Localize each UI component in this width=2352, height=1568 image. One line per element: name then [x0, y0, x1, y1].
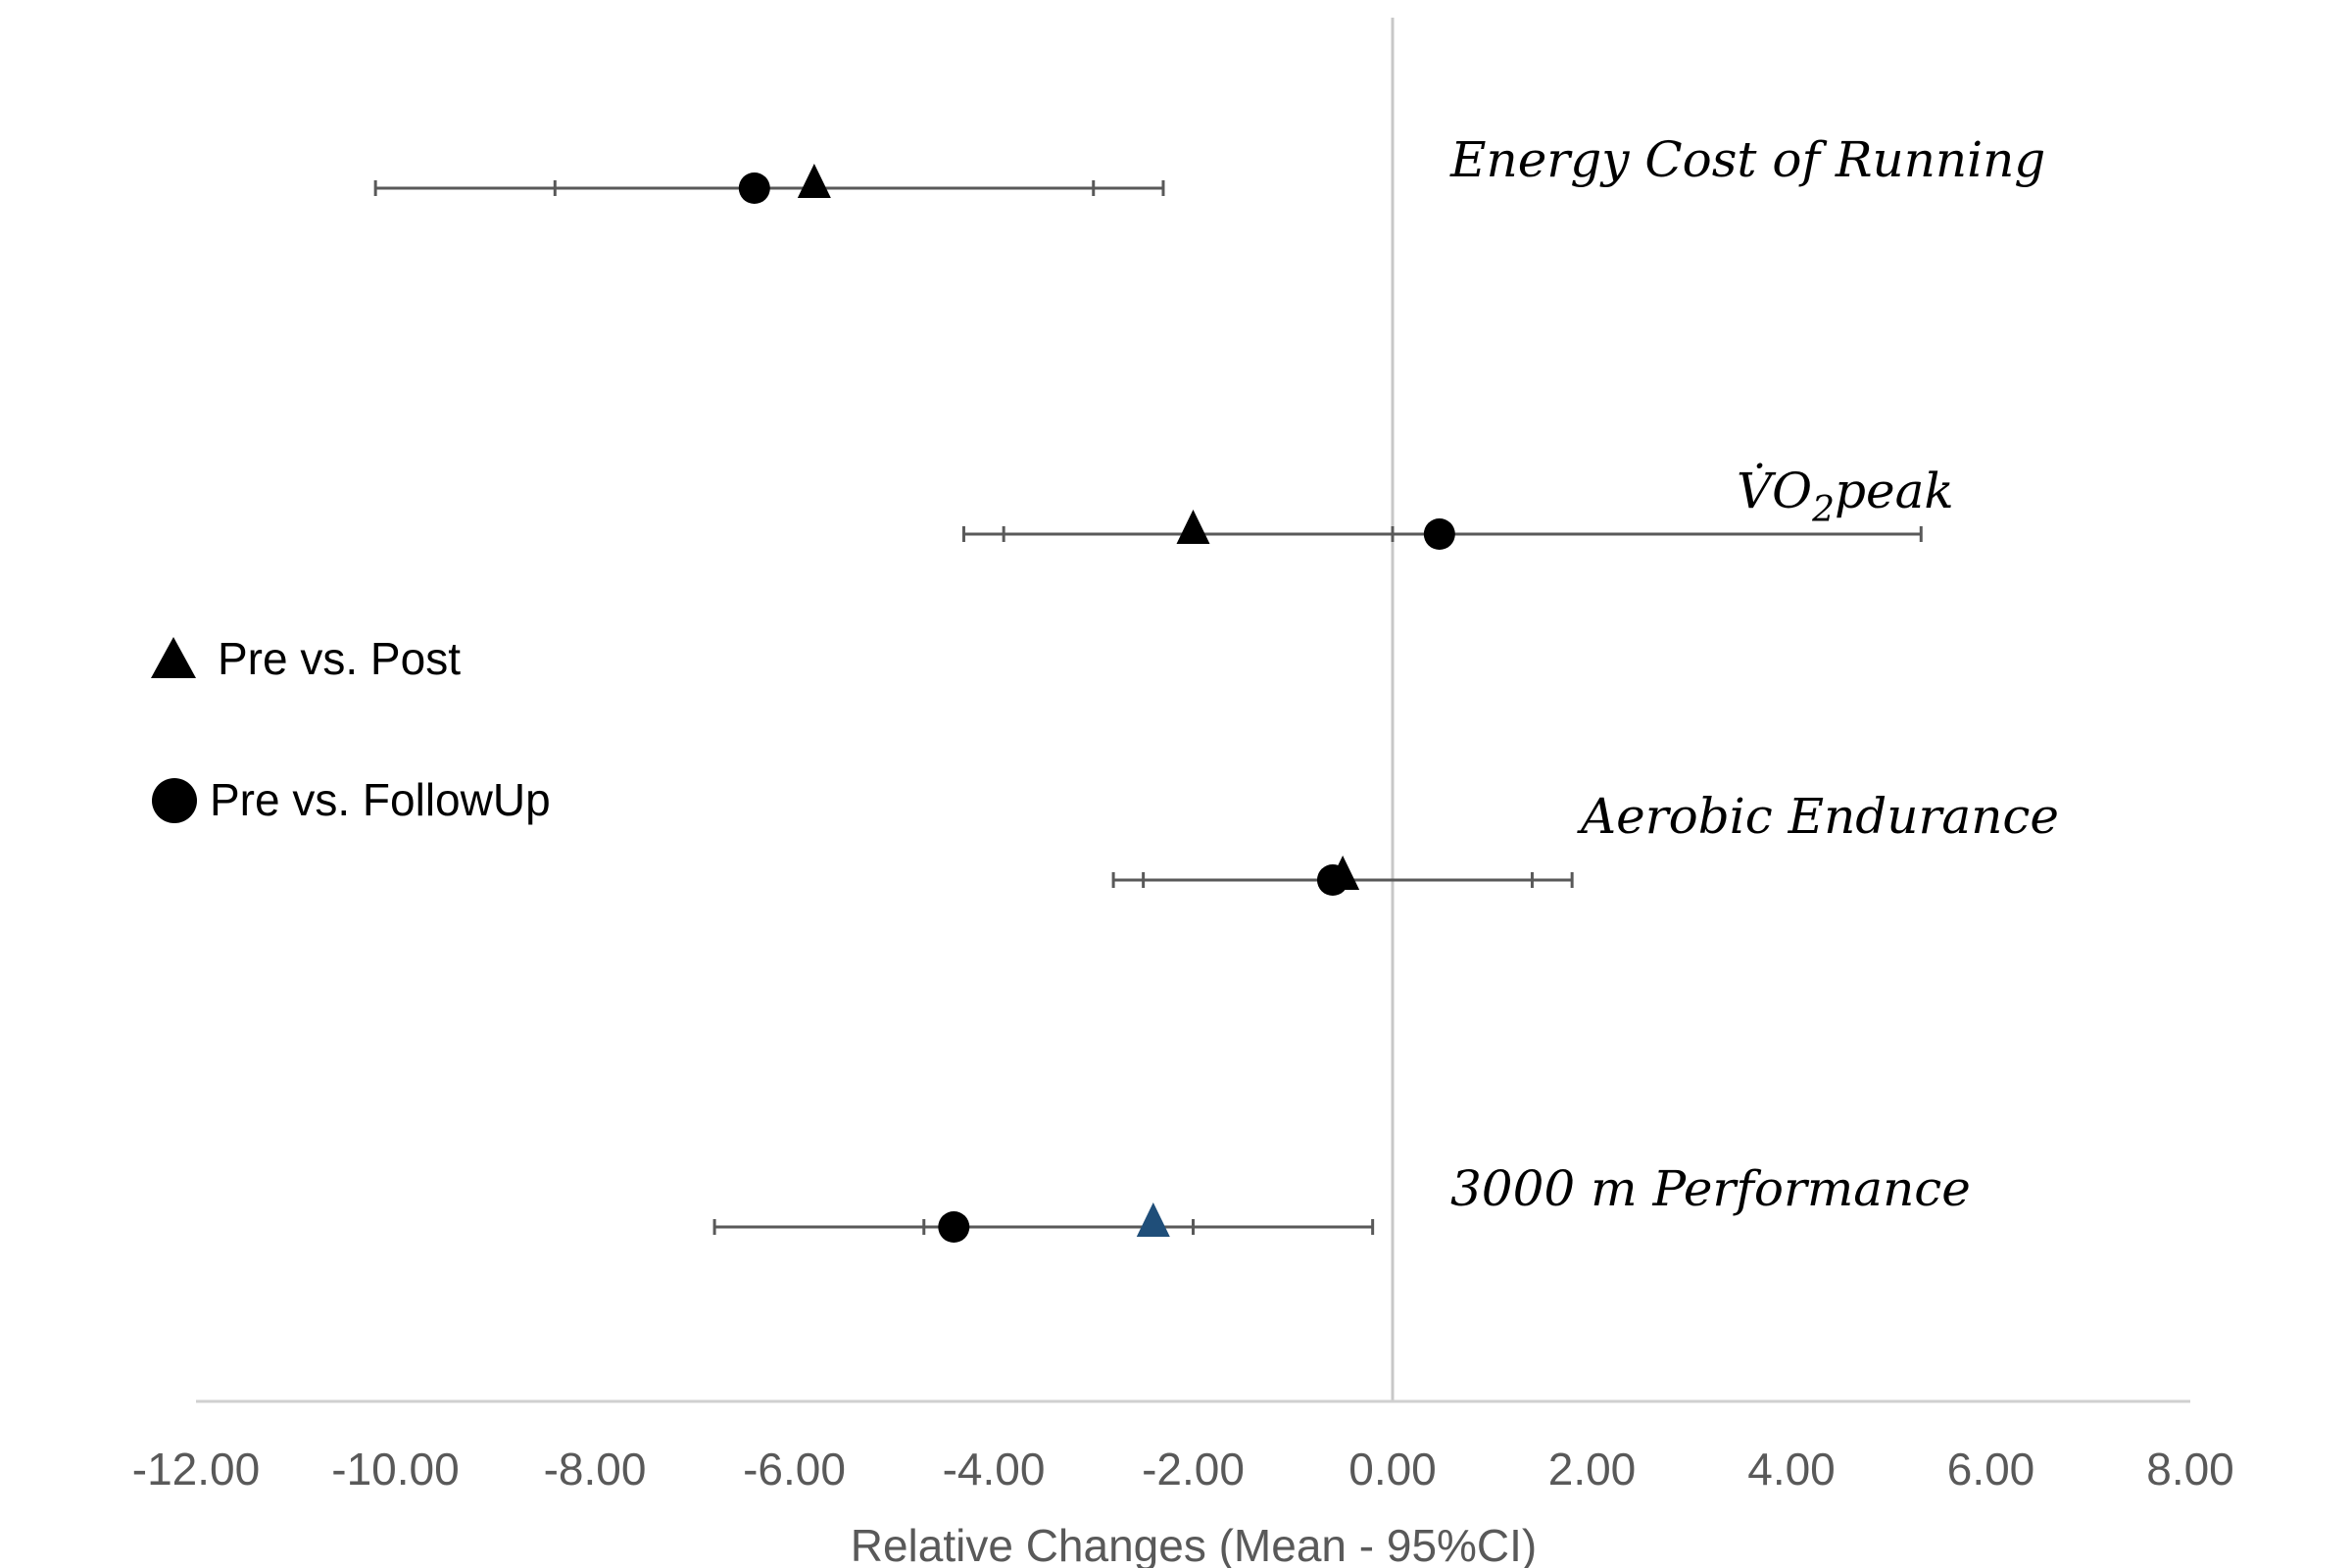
x-tick-label: -2.00 — [1142, 1444, 1245, 1494]
outcome-label: V̇O2peak — [1737, 462, 1954, 530]
x-tick-label: 4.00 — [1747, 1444, 1836, 1494]
x-tick-label: 2.00 — [1548, 1444, 1637, 1494]
outcome-label: Aerobic Endurance — [1577, 788, 2059, 845]
legend-circle-icon — [152, 778, 197, 823]
x-tick-label: -4.00 — [943, 1444, 1046, 1494]
legend-label: Pre vs. Post — [218, 633, 461, 684]
x-tick-label: -6.00 — [743, 1444, 846, 1494]
marker-pre-vs-followup-0 — [738, 172, 770, 204]
x-tick-label: 6.00 — [1947, 1444, 2035, 1494]
legend-item-pre-vs-post: Pre vs. Post — [151, 633, 461, 684]
marker-pre-vs-post-0 — [797, 164, 831, 198]
x-tick-label: -10.00 — [331, 1444, 459, 1494]
legend-item-pre-vs-followup: Pre vs. FollowUp — [152, 774, 551, 825]
marker-pre-vs-followup-3 — [938, 1211, 970, 1243]
marker-pre-vs-followup-2 — [1316, 864, 1348, 896]
marker-pre-vs-post-1 — [1176, 510, 1210, 544]
marker-pre-vs-followup-1 — [1423, 518, 1455, 550]
legend-label: Pre vs. FollowUp — [210, 774, 551, 825]
outcome-label: 3000 m Performance — [1450, 1160, 1971, 1217]
x-tick-label: -12.00 — [132, 1444, 260, 1494]
x-tick-label: -8.00 — [544, 1444, 647, 1494]
x-tick-label: 0.00 — [1348, 1444, 1437, 1494]
x-axis-title: Relative Changes (Mean - 95%CI) — [851, 1520, 1538, 1568]
marker-pre-vs-post-3 — [1136, 1202, 1170, 1237]
legend-triangle-icon — [151, 637, 196, 678]
x-tick-label: 8.00 — [2146, 1444, 2234, 1494]
outcome-label: Energy Cost of Running — [1449, 131, 2045, 188]
